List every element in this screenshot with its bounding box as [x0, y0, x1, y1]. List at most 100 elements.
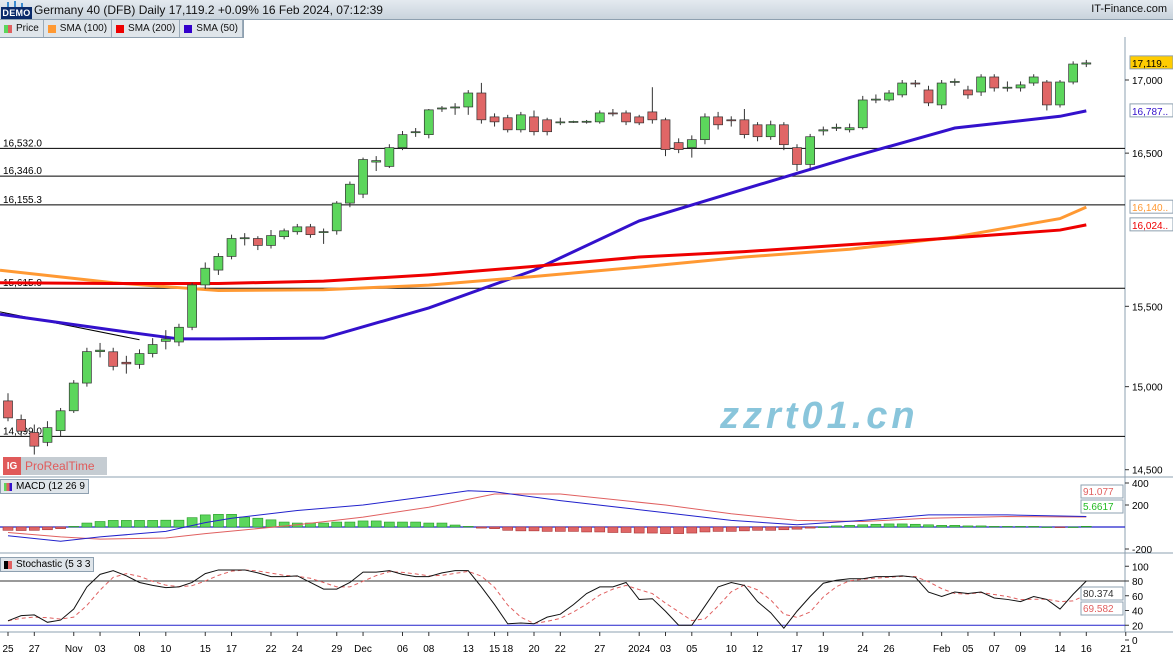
- candle-up: [410, 131, 421, 134]
- candle-down: [108, 351, 119, 367]
- candle-down: [989, 76, 1000, 89]
- candle-up: [581, 120, 592, 123]
- macd-histogram-bar: [673, 526, 684, 534]
- date-tick-label: 21: [1120, 644, 1132, 655]
- macd-histogram-bar: [160, 519, 172, 528]
- candle-up: [397, 134, 408, 149]
- value-tag: [1080, 601, 1124, 616]
- date-tick-label: 24: [857, 644, 869, 655]
- date-tick-label: 18: [502, 644, 514, 655]
- date-tick-label: 27: [594, 644, 606, 655]
- macd-histogram-bar: [541, 526, 553, 532]
- candle-down: [910, 82, 921, 85]
- macd-tick-label: 200: [1132, 501, 1149, 512]
- candle-up: [371, 160, 382, 163]
- macd-histogram-bar: [857, 524, 869, 528]
- macd-histogram-bar: [988, 526, 1000, 528]
- candle-up: [160, 338, 171, 342]
- candle-up: [423, 109, 434, 135]
- candle-down: [963, 89, 973, 96]
- candle-down: [489, 116, 500, 123]
- stochastic-label: Stochastic (5 3 3: [16, 559, 91, 570]
- stochastic-tick-label: 100: [1132, 562, 1149, 573]
- legend-sma200[interactable]: SMA (200): [112, 20, 181, 37]
- macd-histogram-bar: [42, 526, 53, 531]
- macd-histogram-bar: [607, 526, 619, 533]
- legend-sma50[interactable]: SMA (50): [180, 20, 243, 37]
- candle-down: [29, 432, 40, 447]
- candle-up: [134, 353, 145, 365]
- candle-up: [266, 235, 276, 246]
- candle-up: [884, 92, 894, 101]
- macd-histogram-bar: [528, 526, 540, 532]
- candle-up: [95, 349, 105, 352]
- macd-histogram-bar: [81, 522, 93, 528]
- macd-histogram-bar: [1041, 526, 1053, 528]
- date-tick-label: 22: [555, 644, 567, 655]
- candle-down: [673, 142, 684, 150]
- date-tick-label: 15: [489, 644, 501, 655]
- candle-up: [1068, 63, 1079, 83]
- legend-label: SMA (50): [196, 23, 238, 34]
- stochastic-tick-label: 20: [1132, 621, 1144, 632]
- macd-histogram-bar: [107, 520, 119, 528]
- macd-histogram-bar: [318, 522, 329, 528]
- sma-line: [0, 109, 1087, 341]
- value-tag-label: 17,119..: [1132, 59, 1167, 70]
- demo-badge: DEMO: [1, 7, 32, 19]
- legend-sma100[interactable]: SMA (100): [44, 20, 113, 37]
- macd-histogram-bar: [252, 517, 264, 528]
- candle-up: [147, 344, 158, 354]
- macd-histogram-bar: [633, 526, 645, 534]
- candle-up: [279, 230, 289, 238]
- candle-up: [515, 114, 526, 131]
- macd-histogram-bar: [515, 526, 527, 532]
- candle-up: [82, 351, 92, 384]
- macd-histogram-bar: [739, 526, 750, 532]
- candle-up: [345, 183, 355, 204]
- brand-label: IT-Finance.com: [1091, 3, 1167, 15]
- macd-panel-label[interactable]: MACD (12 26 9: [0, 479, 89, 494]
- candle-down: [726, 119, 737, 122]
- stochastic-panel-label[interactable]: Stochastic (5 3 3: [0, 557, 95, 572]
- macd-signal-line: [7, 493, 1087, 540]
- macd-histogram-bar: [962, 525, 974, 528]
- date-tick-label: 26: [883, 644, 895, 655]
- macd-histogram-bar: [1054, 526, 1066, 528]
- stochastic-value-label: 80.374: [1083, 589, 1114, 600]
- title-bar: DEMO Germany 40 (DFB) Daily 17,119.2 +0.…: [0, 0, 1173, 20]
- date-tick-label: Dec: [354, 644, 372, 655]
- value-tag: [1129, 199, 1173, 214]
- legend-label: Price: [16, 23, 39, 34]
- candle-up: [594, 112, 605, 123]
- sma50-swatch: [184, 24, 193, 33]
- macd-histogram-bar: [568, 526, 579, 532]
- candle-down: [792, 147, 802, 165]
- price-tick-label: 16,500: [1132, 149, 1163, 160]
- date-tick-label: 09: [1015, 644, 1027, 655]
- candle-down: [1041, 81, 1052, 106]
- macd-histogram-bar: [831, 525, 842, 528]
- macd-histogram-bar: [55, 526, 66, 529]
- date-tick-label: 19: [818, 644, 830, 655]
- macd-histogram-bar: [923, 524, 934, 528]
- value-tag: [1080, 586, 1124, 601]
- date-tick-label: 14: [1054, 644, 1066, 655]
- date-tick-label: 03: [94, 644, 106, 655]
- candle-up: [239, 237, 250, 240]
- date-tick-label: 10: [726, 644, 738, 655]
- candle-up: [450, 106, 460, 109]
- macd-histogram-bar: [778, 526, 790, 531]
- macd-histogram-bar: [791, 526, 803, 530]
- candle-up: [936, 82, 947, 106]
- macd-histogram-bar: [94, 521, 106, 528]
- macd-histogram-bar: [121, 520, 132, 528]
- macd-histogram-bar: [554, 526, 566, 532]
- candle-down: [253, 238, 263, 246]
- macd-value-label: 91.077: [1083, 487, 1114, 498]
- watermark: zzrt01.cn: [720, 395, 919, 437]
- legend-price[interactable]: Price: [0, 20, 44, 37]
- value-tag-label: 16,140..: [1132, 203, 1168, 214]
- macd-histogram-bar: [975, 525, 987, 528]
